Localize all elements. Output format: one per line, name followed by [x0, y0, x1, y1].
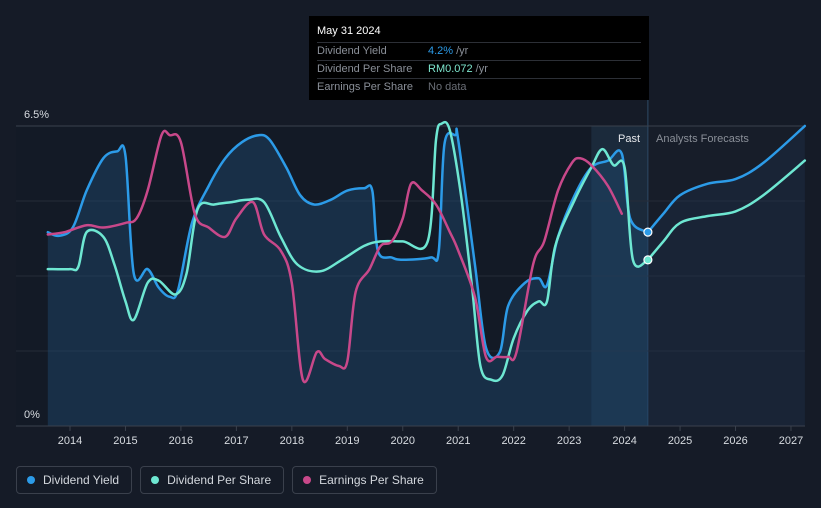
y-tick-label-bottom: 0% [24, 409, 40, 421]
x-tick-label: 2014 [58, 435, 82, 447]
tooltip-row-dividend-yield: Dividend Yield 4.2% /yr [317, 43, 641, 61]
x-tick-label: 2023 [557, 435, 581, 447]
legend-label: Dividend Yield [43, 473, 120, 487]
dividend-yield-forecast-area [647, 126, 805, 426]
tooltip-unit: /yr [456, 45, 469, 57]
x-tick-label: 2016 [169, 435, 193, 447]
x-tick-label: 2021 [446, 435, 470, 447]
earnings-per-share-line [46, 129, 624, 384]
x-tick-label: 2015 [113, 435, 137, 447]
x-tick-label: 2017 [224, 435, 248, 447]
dividend-yield-marker [643, 227, 653, 237]
legend-dot-icon [151, 476, 160, 484]
dividend-per-share-forecast-line [646, 159, 807, 262]
x-tick-label: 2025 [668, 435, 692, 447]
tooltip-label: Dividend Yield [317, 45, 387, 57]
tooltip-label: Earnings Per Share [317, 81, 413, 93]
dividend-yield-forecast-line [646, 124, 807, 234]
legend-dot-icon [303, 476, 312, 484]
y-tick-label-top: 6.5% [24, 109, 49, 121]
tooltip-row-dividend-per-share: Dividend Per Share RM0.072 /yr [317, 61, 641, 79]
x-tick-label: 2027 [779, 435, 803, 447]
tooltip-value: 4.2% [428, 45, 454, 57]
dividend-yield-line [46, 127, 650, 360]
tooltip-row-earnings-per-share: Earnings Per Share No data [317, 79, 641, 96]
x-tick-label: 2018 [280, 435, 304, 447]
legend-label: Earnings Per Share [319, 473, 424, 487]
legend-item-dividend-yield[interactable]: Dividend Yield [16, 466, 133, 494]
legend-item-earnings-per-share[interactable]: Earnings Per Share [292, 466, 437, 494]
dividend-yield-area [47, 128, 648, 427]
tooltip-value: RM0.072 [428, 63, 473, 75]
x-tick-label: 2024 [612, 435, 636, 447]
tooltip-value: No data [428, 81, 467, 93]
x-tick-label: 2022 [501, 435, 525, 447]
x-tick-label: 2020 [391, 435, 415, 447]
x-tick-label: 2026 [723, 435, 747, 447]
tooltip-unit: /yr [475, 63, 488, 75]
tooltip: May 31 2024 Dividend Yield 4.2% /yr Divi… [309, 16, 649, 100]
legend: Dividend Yield Dividend Per Share Earnin… [16, 466, 437, 494]
tooltip-date: May 31 2024 [317, 22, 641, 43]
legend-label: Dividend Per Share [167, 473, 272, 487]
legend-dot-icon [27, 476, 35, 484]
x-tick-label: 2019 [335, 435, 359, 447]
past-label: Past [618, 133, 640, 145]
dividend-per-share-line [46, 120, 650, 383]
tooltip-label: Dividend Per Share [317, 63, 413, 75]
legend-item-dividend-per-share[interactable]: Dividend Per Share [140, 466, 285, 494]
dividend-per-share-marker [643, 255, 653, 265]
forecast-label: Analysts Forecasts [656, 133, 749, 145]
